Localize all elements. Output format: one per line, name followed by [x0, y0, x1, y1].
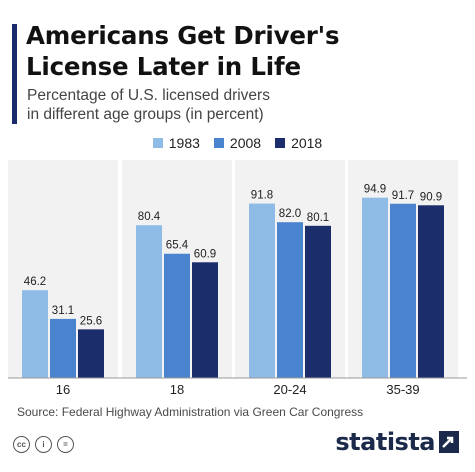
bar-2018-16 [78, 329, 104, 378]
legend-swatch-1983 [152, 138, 163, 148]
value-label-1983-16: 46.2 [24, 276, 46, 288]
bar-chart: 46.2 80.4 91.8 94.9 31.1 65.4 82.0 91.7 25.6 60.9… [8, 160, 467, 397]
value-label-2018-18: 60.9 [194, 248, 216, 260]
x-tick-label-35-39: 35-39 [386, 382, 419, 397]
subtitle-line-1: Percentage of U.S. licensed drivers [27, 87, 270, 104]
legend-swatch-2008 [213, 138, 224, 148]
subtitle-line-2: in different age groups (in percent) [27, 106, 264, 123]
bar-2008-20-24 [277, 222, 303, 378]
value-label-2018-35-39: 90.9 [420, 191, 442, 203]
legend-label-2018: 2018 [291, 135, 323, 151]
bar-1983-16 [22, 290, 48, 378]
value-label-1983-35-39: 94.9 [364, 184, 386, 196]
title-line-2: License Later in Life [26, 52, 301, 81]
bar-2018-35-39 [418, 205, 444, 378]
value-label-2008-20-24: 82.0 [279, 208, 301, 220]
attribution-icon[interactable]: i [35, 436, 52, 453]
no-derivatives-icon[interactable]: = [57, 436, 74, 453]
x-tick-label-20-24: 20-24 [273, 382, 306, 397]
statista-arrow-icon [439, 431, 459, 453]
legend-item-1983: 1983 [152, 135, 200, 151]
bar-2008-16 [50, 318, 76, 378]
value-label-2008-35-39: 91.7 [392, 190, 414, 202]
value-label-2018-16: 25.6 [80, 315, 102, 327]
x-tick-label-16: 16 [56, 382, 70, 397]
value-label-2008-16: 31.1 [52, 305, 74, 317]
value-label-2008-18: 65.4 [166, 240, 189, 252]
source-note: Source: Federal Highway Administration v… [17, 405, 364, 419]
legend-swatch-2018 [275, 138, 286, 148]
legend-item-2008: 2008 [213, 135, 262, 151]
title-accent-bar [12, 24, 17, 124]
legend-label-1983: 1983 [168, 135, 200, 151]
chart-title: Americans Get Driver's License Later in … [26, 20, 340, 82]
license-icons: cc i = [13, 436, 74, 453]
bar-2008-35-39 [390, 203, 416, 378]
chart-subtitle: Percentage of U.S. licensed drivers in d… [27, 86, 270, 124]
x-tick-label-18: 18 [170, 382, 184, 397]
legend-item-2018: 2018 [275, 135, 322, 151]
title-line-1: Americans Get Driver's [26, 21, 340, 50]
bar-1983-18 [136, 225, 162, 378]
bar-1983-20-24 [249, 203, 275, 378]
statista-wordmark: statista [335, 428, 435, 456]
chart-legend: 1983 2008 2018 [0, 135, 475, 151]
statista-logo[interactable]: statista [335, 428, 459, 456]
bar-2008-18 [164, 253, 190, 378]
bar-1983-35-39 [362, 197, 388, 378]
bar-2018-20-24 [305, 225, 331, 378]
legend-label-2008: 2008 [229, 135, 262, 151]
value-label-2018-20-24: 80.1 [307, 212, 329, 224]
value-label-1983-20-24: 91.8 [251, 190, 273, 202]
bar-2018-18 [192, 262, 218, 378]
value-label-1983-18: 80.4 [138, 211, 161, 223]
creative-commons-icon[interactable]: cc [13, 436, 30, 453]
